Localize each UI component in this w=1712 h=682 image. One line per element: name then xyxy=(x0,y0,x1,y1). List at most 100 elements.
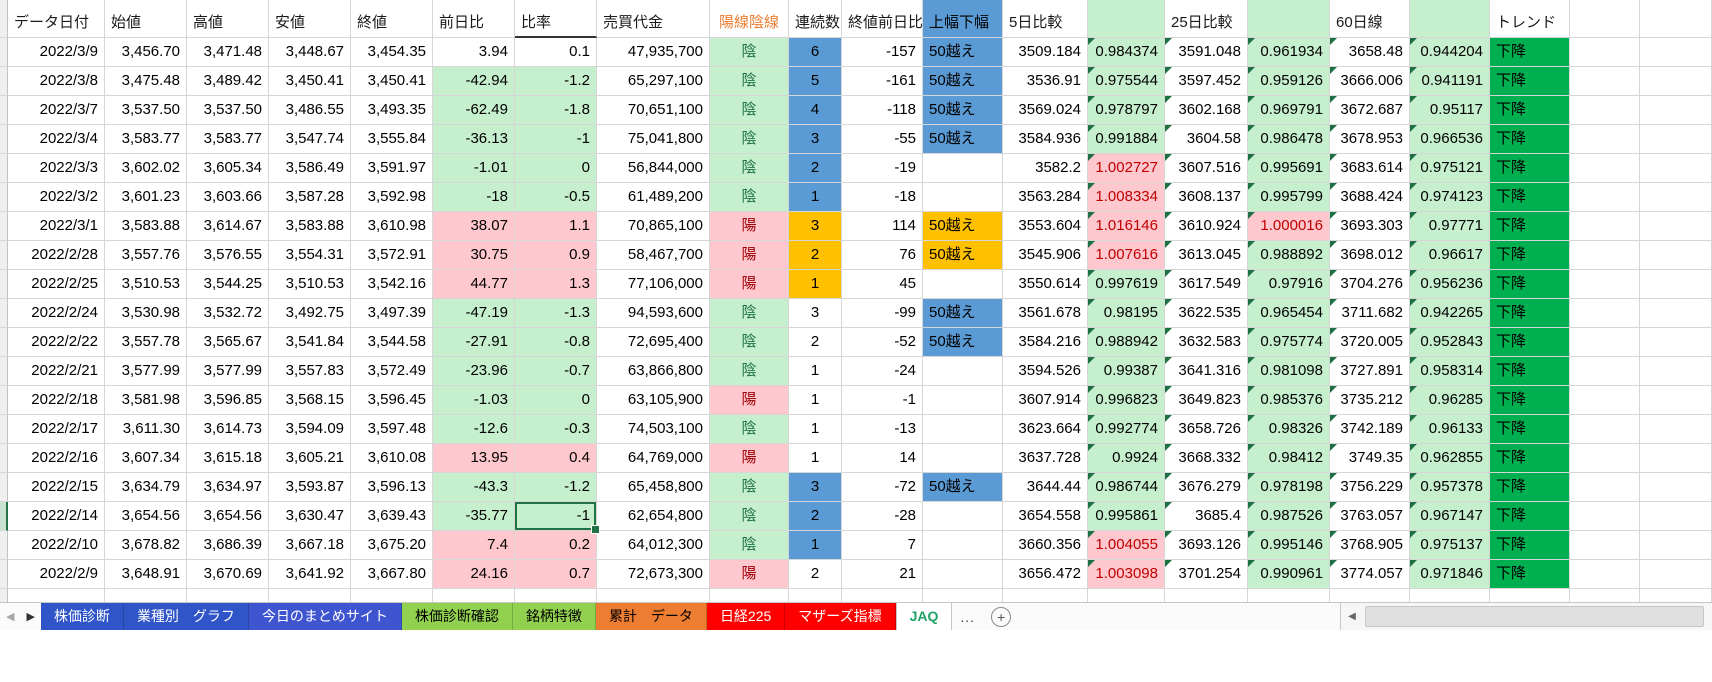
cell-date[interactable]: 2022/2/21 xyxy=(8,357,105,386)
cell-streak[interactable]: 3 xyxy=(789,299,842,328)
cell-d25r[interactable]: 0.995799 xyxy=(1248,183,1330,212)
cell-high[interactable]: 3,634.97 xyxy=(187,473,269,502)
cell-open[interactable]: 3,607.34 xyxy=(105,444,187,473)
cell-date[interactable]: 2022/2/9 xyxy=(8,560,105,589)
cell-closediff[interactable]: 114 xyxy=(842,212,923,241)
cell-candle[interactable]: 陰 xyxy=(710,96,789,125)
cell-low[interactable]: 3,630.47 xyxy=(269,502,351,531)
cell-ratio[interactable]: -0.3 xyxy=(515,415,597,444)
cell-streak[interactable]: 3 xyxy=(789,212,842,241)
column-header-diff[interactable]: 前日比 xyxy=(433,0,515,38)
column-header-streak[interactable]: 連続数 xyxy=(789,0,842,38)
cell-d5r[interactable] xyxy=(1088,589,1165,602)
cell-closediff[interactable]: -118 xyxy=(842,96,923,125)
cell-candle[interactable]: 陰 xyxy=(710,183,789,212)
cell-ratio[interactable]: 0 xyxy=(515,386,597,415)
cell-trend[interactable]: 下降 xyxy=(1490,386,1570,415)
cell-diff[interactable]: -23.96 xyxy=(433,357,515,386)
cell-date[interactable]: 2022/3/3 xyxy=(8,154,105,183)
cell-d60r[interactable]: 0.958314 xyxy=(1410,357,1490,386)
cell-volume[interactable]: 47,935,700 xyxy=(597,38,710,67)
cell-d60[interactable]: 3683.614 xyxy=(1330,154,1410,183)
cell-ratio[interactable]: -0.5 xyxy=(515,183,597,212)
cell-open[interactable]: 3,557.76 xyxy=(105,241,187,270)
cell-trend[interactable]: 下降 xyxy=(1490,183,1570,212)
cell-filler1[interactable] xyxy=(1570,270,1640,299)
cell-filler1[interactable] xyxy=(1570,415,1640,444)
cell-closediff[interactable]: -19 xyxy=(842,154,923,183)
scrollbar-thumb[interactable] xyxy=(1365,606,1704,627)
cell-d60[interactable]: 3678.953 xyxy=(1330,125,1410,154)
cell-filler1[interactable] xyxy=(1570,212,1640,241)
cell-low[interactable]: 3,557.83 xyxy=(269,357,351,386)
cell-streak[interactable]: 1 xyxy=(789,415,842,444)
cell-trend[interactable]: 下降 xyxy=(1490,125,1570,154)
cell-high[interactable]: 3,603.66 xyxy=(187,183,269,212)
cell-diff[interactable]: -62.49 xyxy=(433,96,515,125)
cell-filler2[interactable] xyxy=(1640,386,1712,415)
cell-low[interactable]: 3,594.09 xyxy=(269,415,351,444)
cell-filler1[interactable] xyxy=(1570,96,1640,125)
cell-d5r[interactable]: 0.986744 xyxy=(1088,473,1165,502)
cell-close[interactable]: 3,597.48 xyxy=(351,415,433,444)
cell-close[interactable]: 3,639.43 xyxy=(351,502,433,531)
cell-d25r[interactable]: 0.985376 xyxy=(1248,386,1330,415)
cell-low[interactable]: 3,593.87 xyxy=(269,473,351,502)
cell-d25[interactable]: 3649.823 xyxy=(1165,386,1248,415)
cell-d25[interactable]: 3613.045 xyxy=(1165,241,1248,270)
cell-volume[interactable]: 63,105,900 xyxy=(597,386,710,415)
cell-low[interactable]: 3,492.75 xyxy=(269,299,351,328)
cell-d25r[interactable]: 0.987526 xyxy=(1248,502,1330,531)
cell-filler1[interactable] xyxy=(1570,328,1640,357)
cell-d5r[interactable]: 0.995861 xyxy=(1088,502,1165,531)
cell-ratio[interactable]: -1 xyxy=(515,125,597,154)
sheet-tab-kyou-no-matome-site[interactable]: 今日のまとめサイト xyxy=(248,603,402,630)
cell-close[interactable]: 3,610.08 xyxy=(351,444,433,473)
cell-filler2[interactable] xyxy=(1640,212,1712,241)
cell-d5[interactable]: 3582.2 xyxy=(1003,154,1088,183)
cell-high[interactable]: 3,489.42 xyxy=(187,67,269,96)
cell-filler2[interactable] xyxy=(1640,357,1712,386)
cell-trend[interactable]: 下降 xyxy=(1490,38,1570,67)
cell-closediff[interactable]: -157 xyxy=(842,38,923,67)
cell-diff[interactable]: -12.6 xyxy=(433,415,515,444)
cell-range[interactable] xyxy=(923,444,1003,473)
cell-d60r[interactable]: 0.971846 xyxy=(1410,560,1490,589)
cell-closediff[interactable]: 7 xyxy=(842,531,923,560)
cell-diff[interactable]: -27.91 xyxy=(433,328,515,357)
cell-d5[interactable]: 3561.678 xyxy=(1003,299,1088,328)
cell-d60[interactable]: 3763.057 xyxy=(1330,502,1410,531)
cell-d5r[interactable]: 0.996823 xyxy=(1088,386,1165,415)
column-header-date[interactable]: データ日付 xyxy=(8,0,105,38)
cell-d60[interactable]: 3749.35 xyxy=(1330,444,1410,473)
cell-d60[interactable]: 3666.006 xyxy=(1330,67,1410,96)
cell-candle[interactable]: 陰 xyxy=(710,38,789,67)
cell-d25r[interactable]: 0.988892 xyxy=(1248,241,1330,270)
cell-d25r[interactable]: 0.969791 xyxy=(1248,96,1330,125)
cell-ratio[interactable]: -1.8 xyxy=(515,96,597,125)
cell-high[interactable]: 3,615.18 xyxy=(187,444,269,473)
cell-d5r[interactable]: 1.002727 xyxy=(1088,154,1165,183)
column-header-d5[interactable]: 5日比較 xyxy=(1003,0,1088,38)
cell-low[interactable]: 3,586.49 xyxy=(269,154,351,183)
cell-closediff[interactable]: -28 xyxy=(842,502,923,531)
cell-ratio[interactable]: -0.7 xyxy=(515,357,597,386)
cell-ratio[interactable]: -1.2 xyxy=(515,67,597,96)
cell-d25[interactable]: 3632.583 xyxy=(1165,328,1248,357)
cell-date[interactable]: 2022/3/8 xyxy=(8,67,105,96)
cell-streak[interactable]: 1 xyxy=(789,183,842,212)
cell-range[interactable] xyxy=(923,560,1003,589)
cell-d5r[interactable]: 1.007616 xyxy=(1088,241,1165,270)
cell-volume[interactable]: 70,651,100 xyxy=(597,96,710,125)
column-header-low[interactable]: 安値 xyxy=(269,0,351,38)
cell-filler1[interactable] xyxy=(1570,531,1640,560)
cell-d25r[interactable]: 0.965454 xyxy=(1248,299,1330,328)
cell-d5[interactable] xyxy=(1003,589,1088,602)
column-header-ratio[interactable]: 比率 xyxy=(515,0,597,38)
cell-trend[interactable]: 下降 xyxy=(1490,444,1570,473)
cell-filler2[interactable] xyxy=(1640,415,1712,444)
cell-close[interactable] xyxy=(351,589,433,602)
cell-d25r[interactable] xyxy=(1248,589,1330,602)
cell-candle[interactable]: 陽 xyxy=(710,241,789,270)
cell-ratio[interactable]: 1.1 xyxy=(515,212,597,241)
